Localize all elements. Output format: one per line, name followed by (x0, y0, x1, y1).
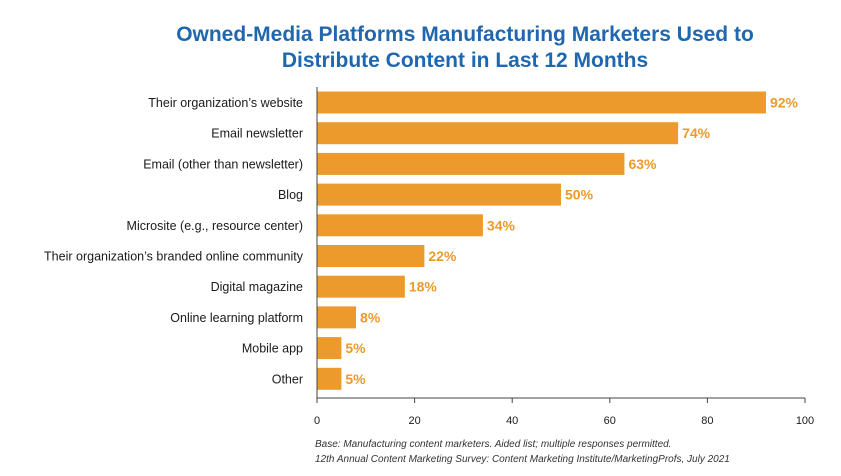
category-label: Digital magazine (211, 280, 303, 294)
x-tick-label: 60 (604, 415, 616, 427)
value-label: 22% (428, 248, 457, 264)
bar (317, 367, 342, 390)
bar (317, 183, 561, 206)
category-label: Microsite (e.g., resource center) (127, 219, 303, 233)
value-label: 34% (487, 217, 516, 233)
category-label: Their organization’s branded online comm… (44, 250, 304, 264)
bar (317, 337, 342, 360)
chart-title: Owned-Media Platforms Manufacturing Mark… (150, 22, 780, 74)
x-tick-label: 20 (408, 415, 420, 427)
bar (317, 275, 405, 298)
value-label: 92% (770, 95, 799, 111)
category-label: Mobile app (242, 342, 303, 356)
bar (317, 122, 679, 145)
bar (317, 245, 425, 267)
category-label: Email (other than newsletter) (143, 157, 303, 171)
value-label: 8% (360, 309, 381, 325)
category-label: Online learning platform (170, 311, 303, 325)
category-label: Email newsletter (211, 127, 303, 141)
x-tick-label: 100 (796, 415, 814, 427)
footnote: Base: Manufacturing content marketers. A… (315, 437, 730, 467)
value-label: 5% (345, 340, 366, 356)
x-tick-label: 0 (314, 415, 320, 427)
bar (317, 152, 625, 175)
footnote-source: 12th Annual Content Marketing Survey: Co… (315, 454, 730, 465)
footnote-base: Base: Manufacturing content marketers. A… (315, 439, 672, 450)
value-label: 74% (682, 125, 711, 141)
chart-title-line-1: Owned-Media Platforms Manufacturing Mark… (176, 23, 754, 46)
category-label: Their organization’s website (148, 96, 303, 110)
chart-title-line-2: Distribute Content in Last 12 Months (281, 49, 649, 72)
bar (317, 91, 766, 114)
bar (317, 306, 357, 329)
category-label: Blog (278, 188, 303, 202)
value-label: 63% (628, 156, 657, 172)
x-tick-label: 40 (506, 415, 518, 427)
category-label: Other (272, 372, 303, 386)
value-label: 18% (409, 279, 438, 295)
x-tick-label: 80 (701, 415, 713, 427)
value-label: 5% (345, 371, 366, 387)
value-label: 50% (565, 187, 594, 203)
bar (317, 214, 483, 237)
